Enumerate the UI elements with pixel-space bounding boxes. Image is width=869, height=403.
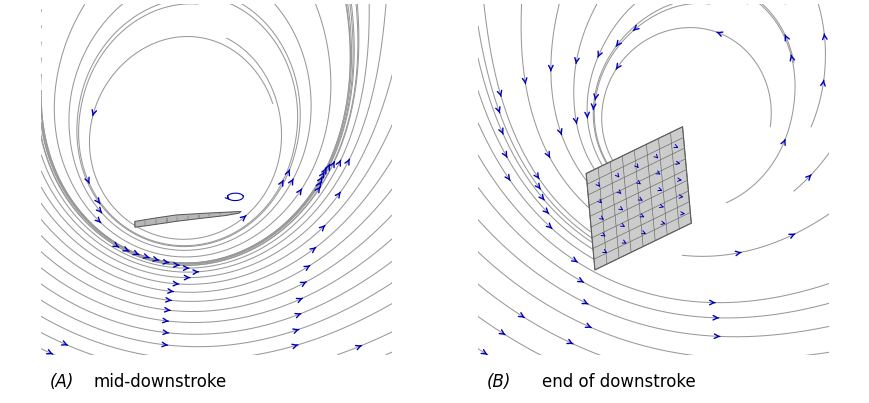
Text: (A): (A) — [50, 373, 75, 391]
Text: (B): (B) — [487, 373, 511, 391]
Text: mid-downstroke: mid-downstroke — [94, 373, 227, 391]
Text: end of downstroke: end of downstroke — [541, 373, 695, 391]
Polygon shape — [135, 212, 241, 227]
Polygon shape — [586, 127, 691, 270]
